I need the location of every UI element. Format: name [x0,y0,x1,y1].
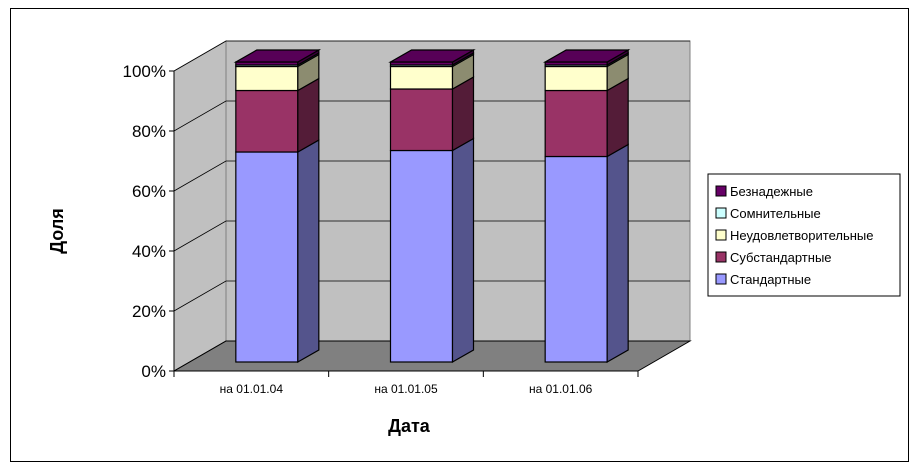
y-tick-label: 20% [132,302,166,321]
side-wall [173,40,227,372]
bar-segment [542,48,631,67]
bar-segment [233,48,322,67]
bars [233,48,631,364]
y-axis-title: Доля [47,208,67,254]
bar-segment [389,75,475,152]
gridline [173,160,690,192]
bar-segment [389,137,475,364]
bar-segment-side [297,77,320,154]
legend-box [707,173,901,297]
x-tick-label: на 01.01.06 [529,382,593,396]
bar-segment [388,48,476,67]
bar-segment-side [451,137,475,364]
gridline [173,280,690,312]
bar-segment-side [606,143,629,364]
bar-segment-front [389,88,454,152]
gridline [173,220,690,252]
legend-item: Безнадежные [715,184,813,199]
bar-segment-front [544,155,608,363]
bar-segment-front [235,89,299,153]
y-tick-label: 80% [132,122,166,141]
legend-swatch [715,185,727,197]
bar-segment-front [389,149,454,363]
bar-segment-side [606,77,629,158]
gridline [173,40,690,72]
bar-segment [235,53,320,92]
stacked-bar-chart: 0%20%40%60%80%100% на 01.01.04 на 01.01.0… [47,40,901,436]
bar-segment-top [388,49,476,63]
y-tick-label: 100% [123,62,166,81]
bar-segment-side [451,75,475,152]
gridlines [173,40,690,372]
x-tick-label: на 01.01.04 [220,382,284,396]
bar-segment [389,53,475,91]
legend: Безнадежные Сомнительные Неудовлетворитель… [707,173,901,297]
x-axis-ticks: на 01.01.04 на 01.01.05 на 01.01.06 [173,371,639,396]
bar-segment-top [542,49,631,63]
gridline [173,100,690,132]
y-axis-ticks: 0% 20% 40% 60% 80% 100% [123,62,638,381]
legend-swatch [715,251,727,263]
bar-segment [235,77,320,154]
legend-label: Субстандартные [730,250,832,265]
legend-label: Неудовлетворительные [730,228,874,243]
y-tick-label: 60% [132,182,166,201]
bar-segment-front [544,65,608,92]
legend-label: Сомнительные [730,206,821,221]
bar-segment [544,143,629,364]
y-tick-label: 0% [141,362,166,381]
bar-segment-front [235,151,299,363]
bar-segment-top [233,49,322,63]
legend-swatch [715,207,727,219]
legend-label: Стандартные [730,272,811,287]
bar-segment [235,138,320,364]
legend-item: Стандартные [715,272,811,287]
legend-swatch [715,273,727,285]
legend-swatch [715,229,727,241]
bar-segment-front [544,89,608,158]
chart-frame: 0% 20% 40% 60% 80% 100% на 01.01.04 на 01.01.0… [10,8,909,462]
gridline [173,340,690,372]
legend-label: Безнадежные [730,184,813,199]
y-tick-label: 40% [132,242,166,261]
legend-item: Неудовлетворительные [715,228,874,243]
legend-item: Сомнительные [715,206,821,221]
legend-item: Субстандартные [715,250,832,265]
x-tick-label: на 01.01.05 [374,382,438,396]
bar-segment-side [297,138,320,364]
x-axis-title: Дата [388,416,431,436]
bar-segment-front [235,65,299,92]
bar-segment-front [389,65,454,90]
